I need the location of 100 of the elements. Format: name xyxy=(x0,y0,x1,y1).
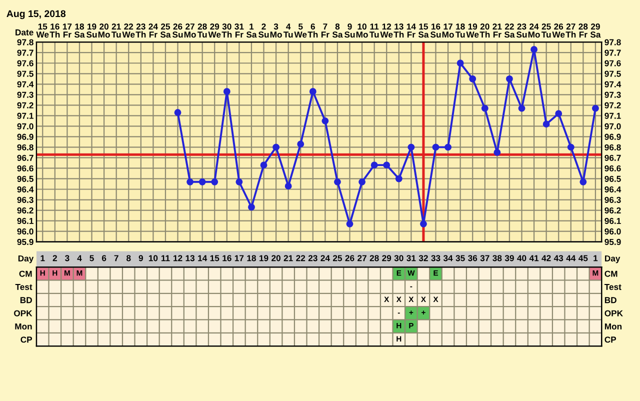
x-tick-label: 34 xyxy=(443,255,453,262)
point xyxy=(395,175,402,182)
x-tick-label: 13 xyxy=(186,255,195,262)
x-tick-label: 16 Su xyxy=(430,24,441,38)
x-tick-label: 19 We xyxy=(466,24,479,38)
x-tick-label: 30 xyxy=(394,255,404,262)
x-tick-label: 27 Mo xyxy=(184,24,196,38)
x-tick-label: 15 Sa xyxy=(418,24,429,38)
point xyxy=(358,178,366,186)
x-tick-label: 39 xyxy=(504,255,514,262)
point xyxy=(567,144,574,151)
x-tick-label: 33 xyxy=(431,255,440,262)
x-tick-label: 6 Th xyxy=(308,24,318,38)
x-tick-label: 29 We xyxy=(208,24,221,38)
x-tick-label: 13 Th xyxy=(394,24,404,38)
x-tick-label: 35 xyxy=(456,255,465,262)
point xyxy=(494,148,501,156)
x-tick-label: 1 Sa xyxy=(246,24,257,38)
x-tick-label: 24 xyxy=(320,255,330,262)
point xyxy=(456,60,464,67)
x-tick-label: 1 xyxy=(40,255,45,262)
x-tick-label: 38 xyxy=(492,255,502,262)
point xyxy=(432,144,440,151)
x-tick-label: 23 Su xyxy=(516,24,527,38)
x-tick-label: 41 xyxy=(529,255,539,262)
x-tick-label: 23 Th xyxy=(136,24,146,38)
x-tick-label: 21 Fr xyxy=(492,24,502,38)
x-tick-label: 27 Th xyxy=(566,24,576,38)
x-tick-label: 36 xyxy=(468,255,478,262)
x-tick-label: 11 xyxy=(161,255,170,262)
y-tick-label: 97.8 xyxy=(17,39,34,46)
x-tick-label: 37 xyxy=(480,255,490,262)
x-tick-label: 29 Sa xyxy=(590,24,601,38)
y-tick-label: 97.4 xyxy=(17,81,34,88)
x-tick-label: 7 xyxy=(114,255,118,262)
x-tick-label: 17 xyxy=(234,255,244,262)
x-tick-label: 6 xyxy=(102,255,106,262)
x-tick-label: 2 xyxy=(52,255,57,262)
point xyxy=(223,88,230,95)
x-tick-label: 3 Mo xyxy=(270,24,282,38)
x-tick-label: 42 xyxy=(542,255,551,262)
x-tick-label: 18 Tu xyxy=(455,24,465,38)
x-tick-label: 7 Fr xyxy=(321,24,330,38)
point xyxy=(297,140,304,148)
y-tick-label: 96.4 xyxy=(17,186,34,192)
y-tick-label: 96.0 xyxy=(17,228,34,234)
point xyxy=(236,178,243,186)
x-tick-label: 18 xyxy=(247,255,256,262)
y-tick-label: 96.6 xyxy=(17,165,34,172)
x-tick-label: 22 xyxy=(296,255,306,262)
x-tick-label: 11 Tu xyxy=(369,24,379,38)
y-tick-label: Test xyxy=(604,284,622,290)
x-tick-label: 2 Su xyxy=(258,24,269,38)
x-tick-label: 26 xyxy=(345,255,354,262)
x-tick-label: 40 xyxy=(517,255,526,262)
y-tick-label: 96.9 xyxy=(17,134,34,140)
chart-title: Aug 15, 2018 xyxy=(6,10,66,20)
x-tick-label: 17 Fr xyxy=(62,24,72,38)
point xyxy=(592,104,599,112)
x-tick-label: 29 xyxy=(382,255,392,262)
point xyxy=(542,120,550,128)
y-tick-label: 96.1 xyxy=(17,218,34,224)
x-tick-label: 31 Fr xyxy=(234,24,244,38)
x-tick-label: 24 Mo xyxy=(528,24,540,38)
y-tick-label: 97.3 xyxy=(17,92,34,98)
x-tick-label: 31 xyxy=(406,255,416,262)
point xyxy=(198,178,206,186)
x-tick-label: 27 xyxy=(358,255,366,262)
point xyxy=(272,144,280,151)
x-tick-label: 8 xyxy=(126,255,131,262)
x-tick-label: 21 Tu xyxy=(111,24,121,38)
point xyxy=(248,204,255,211)
x-tick-label: 30 Th xyxy=(222,24,232,38)
x-tick-label: 28 xyxy=(370,255,379,262)
point xyxy=(408,144,415,151)
point xyxy=(555,110,562,118)
y-tick-label: 97.5 xyxy=(17,70,34,77)
y-tick-label: 96.3 xyxy=(17,196,34,203)
y-tick-label: 96.7 xyxy=(17,154,34,161)
x-tick-label: 23 xyxy=(308,255,318,262)
y-tick-label: CP xyxy=(604,336,616,343)
x-tick-label: 12 We xyxy=(380,24,393,38)
x-tick-label: 12 xyxy=(174,255,182,262)
x-tick-label: 16 Th xyxy=(50,24,60,38)
point xyxy=(506,75,513,82)
x-tick-label: 45 xyxy=(578,255,588,262)
x-tick-label: 28 Fr xyxy=(578,24,588,38)
y-tick-label: 97.0 xyxy=(17,123,34,130)
x-tick-label: 25 Sa xyxy=(160,24,171,38)
x-tick-label: 26 Su xyxy=(172,24,183,38)
x-tick-label: 43 xyxy=(554,255,564,262)
y-tick-label: 96.5 xyxy=(17,176,34,182)
text: Day xyxy=(605,255,620,264)
point xyxy=(260,162,268,169)
x-tick-label: 14 Fr xyxy=(406,24,416,38)
x-tick-label: 9 Su xyxy=(344,24,355,38)
point xyxy=(444,144,452,151)
x-tick-label: 21 xyxy=(284,255,293,262)
x-tick-label: 20 Th xyxy=(480,24,490,38)
point xyxy=(174,109,182,116)
